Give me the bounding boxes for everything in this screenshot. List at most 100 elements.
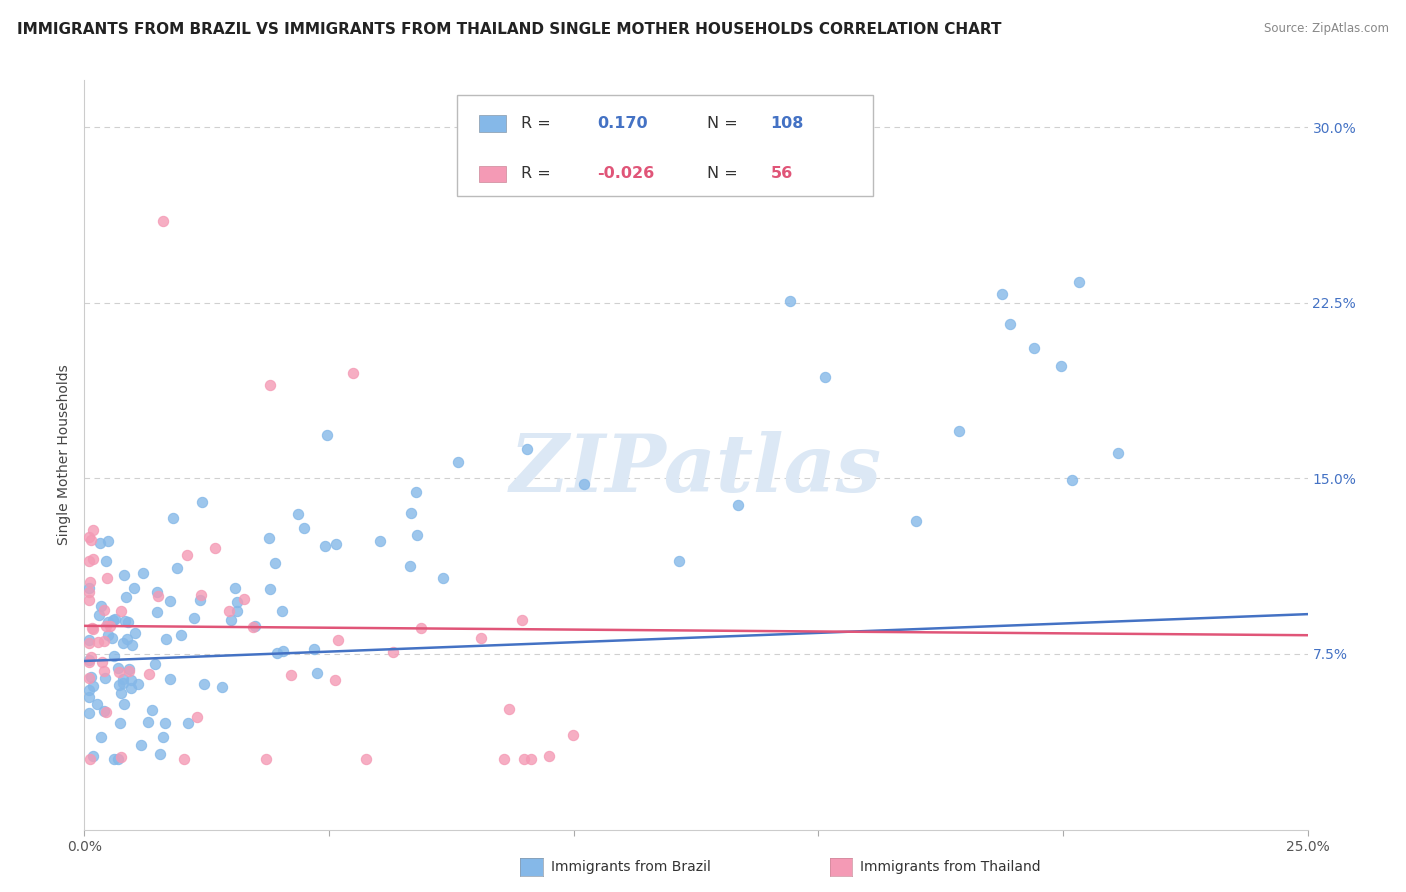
Point	[103, 613, 125, 627]
Point	[114, 614, 136, 628]
Point	[77, 706, 100, 721]
Point	[111, 676, 134, 690]
Point	[108, 716, 131, 731]
Point	[132, 566, 155, 581]
Point	[405, 485, 427, 500]
Point	[82, 749, 104, 764]
Bar	[479, 115, 506, 132]
Point	[121, 638, 143, 652]
Point	[342, 366, 364, 380]
Point	[112, 636, 135, 650]
Point	[271, 603, 294, 617]
Point	[398, 558, 420, 573]
Point	[370, 534, 392, 549]
Point	[1000, 317, 1022, 331]
Point	[77, 581, 100, 595]
Point	[110, 750, 132, 764]
Point	[814, 369, 837, 384]
Point	[188, 593, 211, 607]
Point	[141, 703, 163, 717]
Y-axis label: Single Mother Households: Single Mother Households	[58, 365, 72, 545]
Point	[120, 673, 142, 687]
Point	[159, 594, 181, 608]
Point	[1022, 342, 1045, 356]
Point	[447, 455, 470, 469]
Point	[905, 514, 928, 528]
Point	[82, 621, 104, 635]
Point	[117, 632, 139, 646]
Point	[225, 604, 247, 618]
Point	[108, 665, 131, 680]
Point	[114, 590, 136, 604]
Text: -0.026: -0.026	[598, 167, 654, 181]
Text: R =: R =	[522, 116, 555, 131]
Point	[991, 286, 1014, 301]
Point	[107, 752, 129, 766]
Point	[138, 715, 160, 730]
Point	[727, 499, 749, 513]
Point	[79, 574, 101, 589]
Point	[90, 730, 112, 744]
Point	[512, 752, 534, 766]
Text: N =: N =	[707, 116, 738, 131]
Point	[77, 593, 100, 607]
Text: Immigrants from Brazil: Immigrants from Brazil	[551, 860, 711, 874]
Point	[98, 619, 121, 633]
Point	[93, 634, 115, 648]
Point	[118, 665, 141, 679]
Point	[90, 655, 112, 669]
Point	[173, 752, 195, 766]
Point	[127, 677, 149, 691]
Point	[94, 618, 117, 632]
Point	[177, 715, 200, 730]
Point	[146, 585, 169, 599]
Point	[470, 632, 492, 646]
Point	[96, 572, 118, 586]
Point	[516, 442, 538, 456]
Point	[562, 728, 585, 742]
Point	[292, 521, 315, 535]
Point	[122, 582, 145, 596]
Text: 56: 56	[770, 167, 793, 181]
Point	[328, 632, 350, 647]
Point	[183, 611, 205, 625]
Point	[1062, 474, 1084, 488]
Point	[232, 592, 254, 607]
Point	[219, 613, 242, 627]
Point	[512, 613, 534, 627]
Point	[110, 604, 132, 618]
Point	[254, 752, 277, 766]
Point	[87, 607, 110, 622]
Point	[108, 678, 131, 692]
Point	[1108, 445, 1130, 459]
Point	[103, 649, 125, 664]
Point	[117, 615, 139, 630]
Text: Immigrants from Thailand: Immigrants from Thailand	[860, 860, 1040, 874]
Point	[87, 634, 110, 648]
Point	[124, 625, 146, 640]
Point	[138, 667, 160, 681]
Point	[94, 671, 117, 685]
Point	[538, 749, 561, 764]
Text: 108: 108	[770, 116, 804, 131]
Point	[266, 646, 288, 660]
Point	[162, 511, 184, 525]
Point	[406, 528, 429, 542]
Point	[264, 556, 287, 570]
Point	[146, 589, 169, 603]
Point	[494, 752, 516, 766]
Point	[79, 653, 101, 667]
Point	[86, 697, 108, 711]
Point	[152, 730, 174, 744]
Point	[77, 636, 100, 650]
Point	[169, 628, 191, 642]
Point	[77, 655, 100, 669]
Point	[354, 752, 377, 766]
Point	[82, 622, 104, 636]
Point	[77, 690, 100, 704]
Point	[257, 531, 280, 545]
Point	[668, 554, 690, 568]
Point	[572, 476, 595, 491]
Point	[110, 686, 132, 700]
Point	[97, 615, 120, 630]
